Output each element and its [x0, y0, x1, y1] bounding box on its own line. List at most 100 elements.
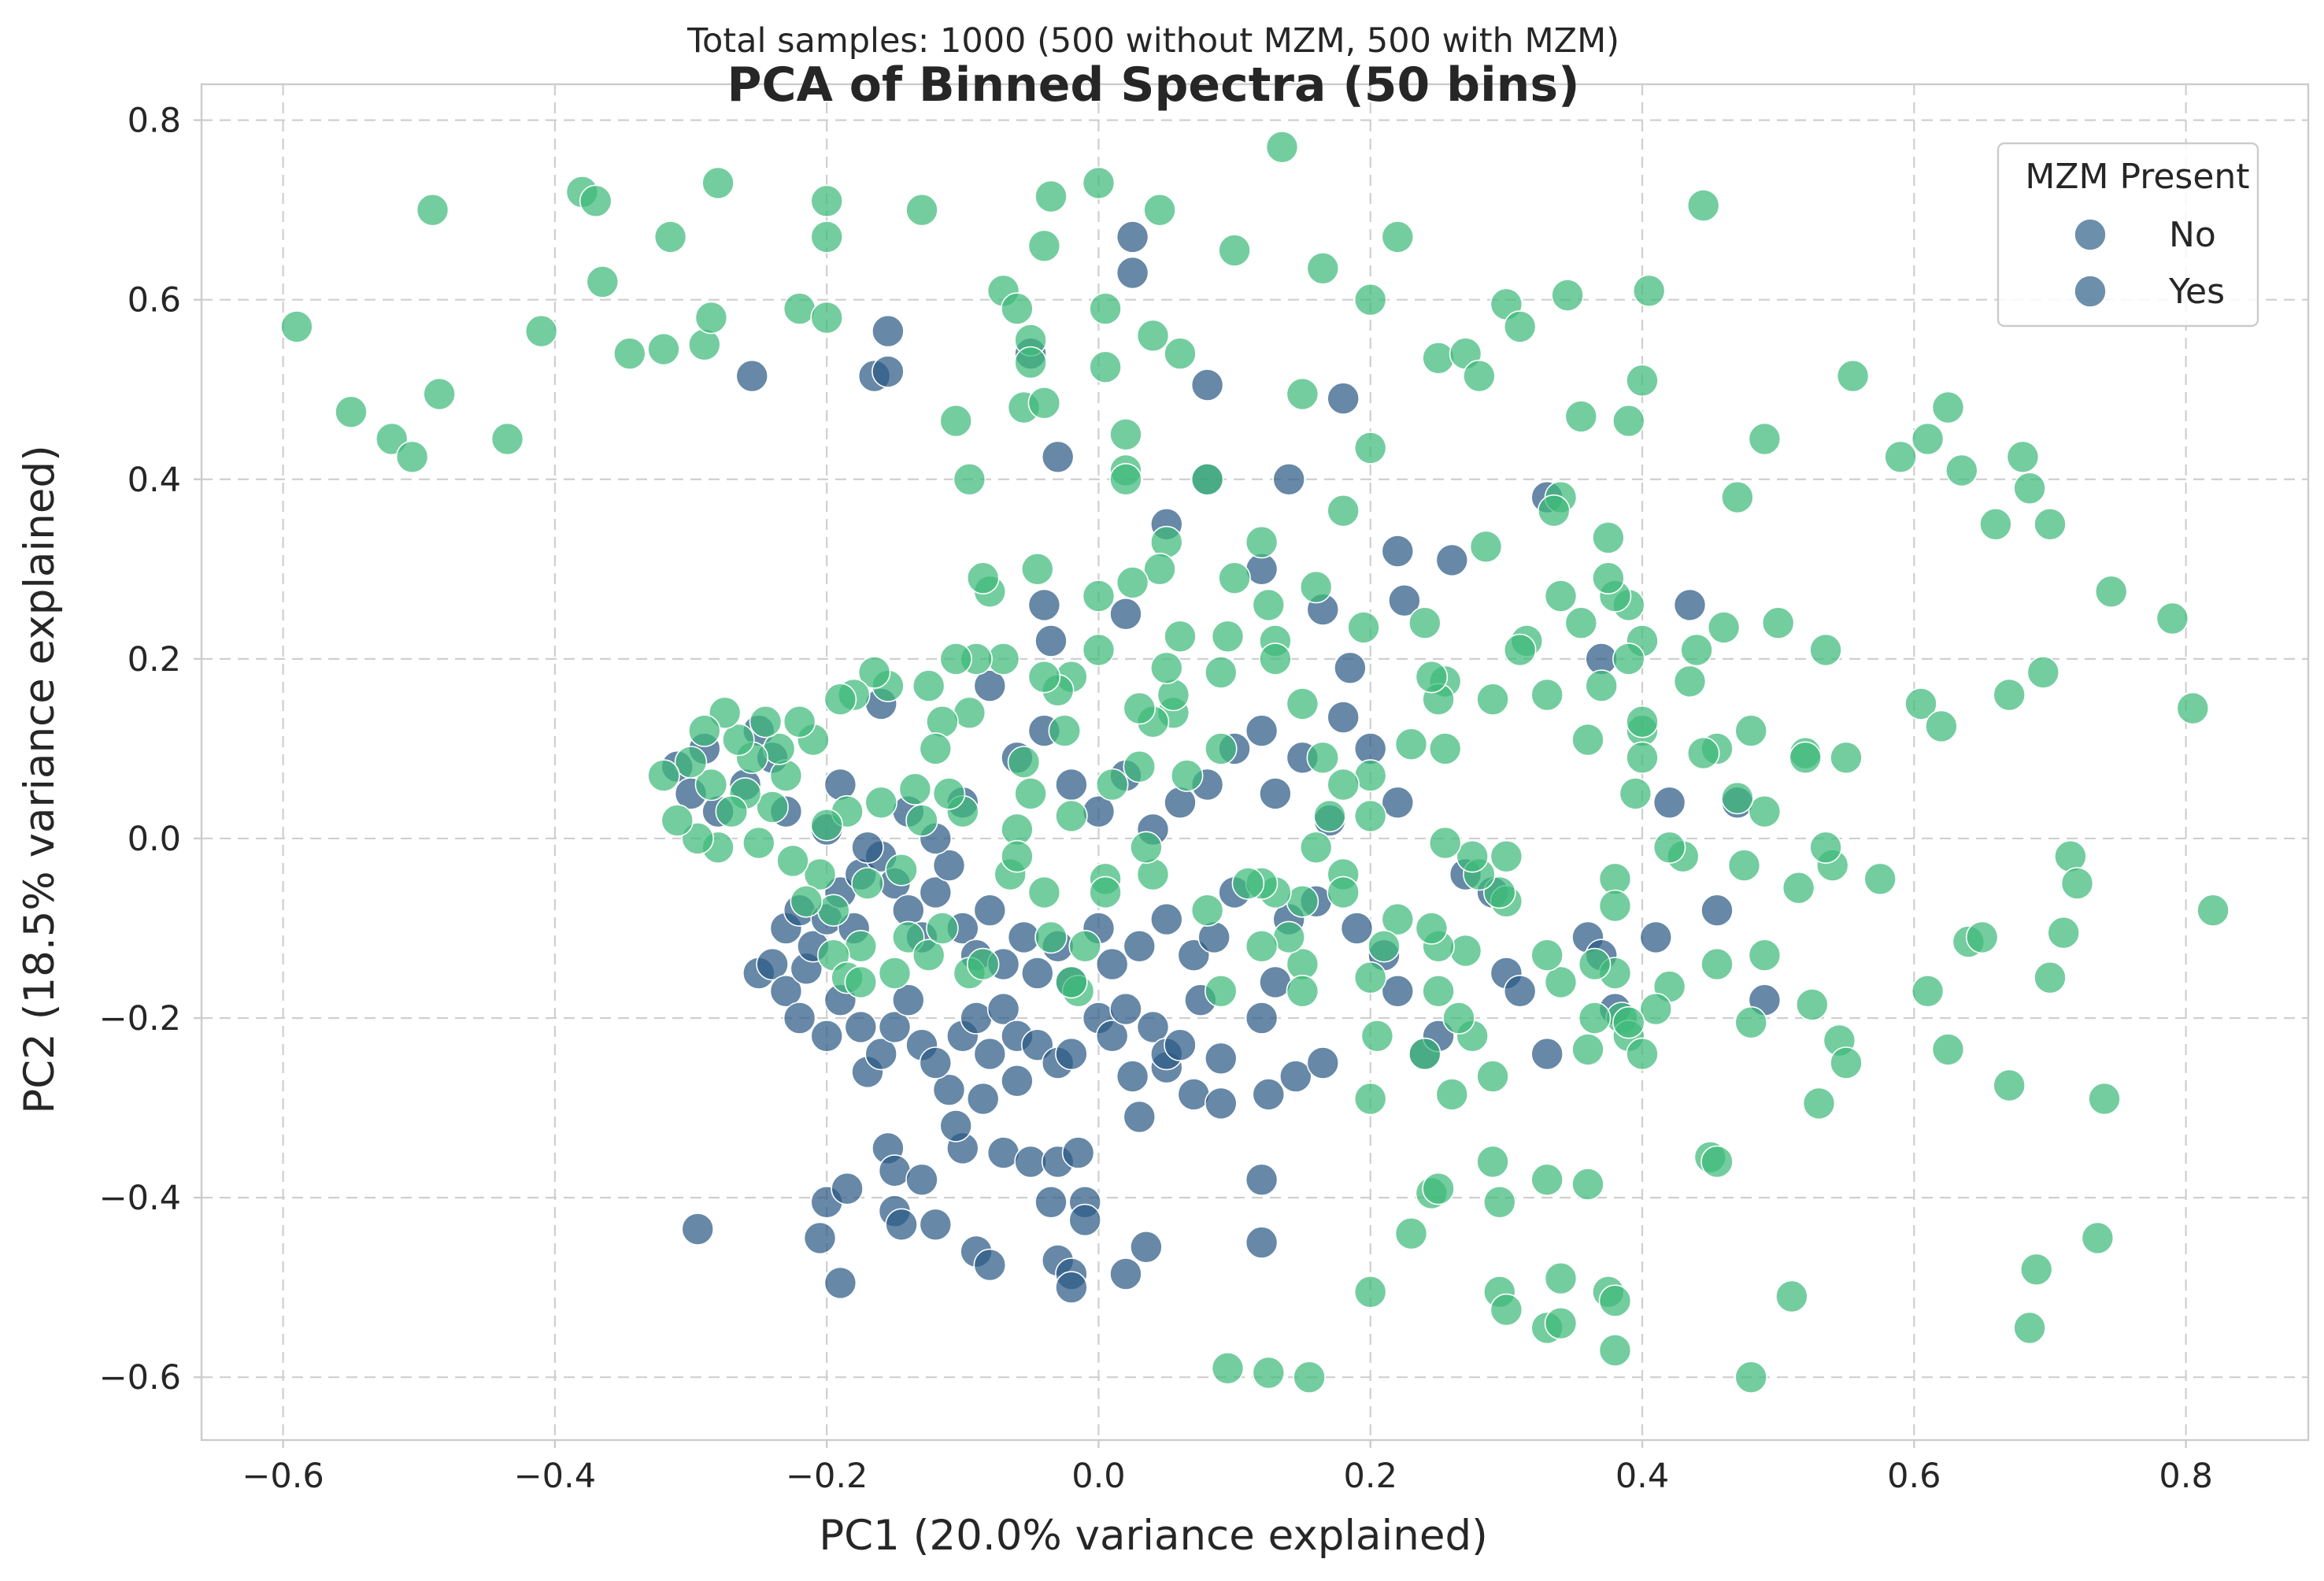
data-point-yes [1082, 166, 1116, 200]
data-point-yes [1394, 1216, 1428, 1250]
data-point-yes [1503, 310, 1537, 343]
data-point-yes [1205, 975, 1238, 1008]
data-point-yes [1415, 912, 1449, 945]
data-point-yes [1463, 359, 1496, 393]
data-point-yes [2088, 1082, 2121, 1116]
data-point-yes [2176, 691, 2210, 725]
data-point-no [1252, 1078, 1286, 1111]
y-tick-label: 0.0 [128, 820, 181, 859]
x-tick-label: −0.6 [242, 1457, 324, 1496]
data-point-yes [1626, 1037, 1659, 1071]
x-tick-label: 0.0 [1071, 1457, 1125, 1496]
data-point-yes [1205, 656, 1238, 689]
data-point-yes [1632, 274, 1666, 308]
data-point-no [1136, 1010, 1170, 1044]
data-point-no [1205, 1042, 1238, 1076]
data-point-yes [1809, 633, 1842, 667]
data-point-yes [919, 732, 953, 765]
data-point-yes [1021, 552, 1054, 586]
data-point-yes [1218, 234, 1251, 267]
data-point-no [831, 1172, 864, 1205]
data-point-yes [810, 220, 843, 254]
data-point-yes [1048, 714, 1082, 747]
data-point-yes [1027, 876, 1061, 909]
data-point-yes [1469, 530, 1503, 564]
data-point-no [1150, 902, 1183, 936]
data-point-no [1639, 920, 1673, 954]
data-point-yes [1530, 1163, 1564, 1197]
data-point-yes [1245, 930, 1279, 963]
data-point-yes [1306, 741, 1340, 775]
data-point-yes [1327, 876, 1360, 909]
data-point-yes [1626, 364, 1659, 398]
data-point-yes [701, 166, 735, 200]
data-point-no [932, 849, 966, 882]
data-point-yes [1415, 660, 1449, 694]
data-point-yes [647, 759, 680, 792]
data-point-yes [1931, 1033, 1965, 1066]
data-point-no [1109, 992, 1142, 1026]
data-point-yes [1612, 642, 1645, 676]
data-point-yes [1095, 768, 1129, 802]
data-point-yes [2094, 575, 2128, 609]
data-point-yes [1136, 857, 1170, 891]
data-point-yes [674, 746, 708, 779]
data-point-yes [1156, 678, 1190, 712]
data-point-yes [1211, 620, 1245, 654]
x-tick-label: 0.6 [1887, 1457, 1941, 1496]
data-point-yes [1001, 839, 1034, 873]
data-point-yes [647, 332, 680, 366]
data-point-yes [1686, 189, 1720, 222]
data-point-yes [1123, 750, 1156, 783]
data-point-yes [1082, 633, 1116, 667]
data-point-yes [823, 683, 857, 716]
data-point-no [1041, 440, 1075, 474]
data-point-yes [1449, 934, 1482, 968]
data-point-yes [926, 912, 959, 945]
data-point-yes [1592, 561, 1625, 595]
x-tick-label: 0.2 [1344, 1457, 1397, 1496]
data-point-yes [1428, 732, 1462, 765]
y-tick-label: −0.2 [99, 999, 181, 1039]
data-point-yes [1598, 889, 1632, 923]
data-point-yes [1299, 570, 1333, 604]
data-point-yes [1571, 1168, 1604, 1201]
data-point-no [1381, 535, 1415, 568]
data-point-no [783, 1002, 816, 1035]
data-point-yes [1422, 341, 1455, 375]
data-point-yes [1931, 391, 1965, 424]
data-point-yes [1904, 687, 1937, 720]
chart-subtitle: Total samples: 1000 (500 without MZM, 50… [686, 21, 1619, 61]
data-point-yes [2019, 1253, 2053, 1287]
data-point-yes [1490, 1293, 1523, 1327]
data-point-yes [2156, 602, 2189, 635]
data-point-yes [1830, 1046, 1863, 1079]
data-point-yes [1313, 799, 1346, 833]
data-point-yes [810, 184, 843, 218]
data-point-yes [966, 561, 1000, 595]
data-point-yes [1530, 939, 1564, 972]
data-point-no [1245, 714, 1279, 747]
data-point-yes [878, 957, 912, 990]
data-point-yes [1055, 965, 1088, 999]
data-point-yes [395, 440, 429, 474]
data-point-yes [1809, 831, 1842, 865]
data-point-yes [1578, 1002, 1612, 1035]
data-point-yes [2006, 440, 2040, 474]
data-point-yes [1286, 975, 1319, 1008]
data-point-yes [1367, 930, 1401, 963]
data-point-no [1245, 1002, 1279, 1035]
data-points [280, 131, 2230, 1394]
data-point-yes [905, 193, 938, 227]
data-point-yes [1564, 606, 1598, 640]
data-point-yes [756, 790, 789, 824]
data-point-yes [1578, 947, 1612, 981]
data-point-no [1652, 786, 1686, 820]
data-point-no [1116, 220, 1149, 254]
data-point-yes [1055, 799, 1088, 833]
data-point-no [1116, 1060, 1149, 1093]
data-point-no [810, 1020, 843, 1053]
data-point-yes [1109, 462, 1142, 496]
data-point-yes [1259, 642, 1292, 676]
